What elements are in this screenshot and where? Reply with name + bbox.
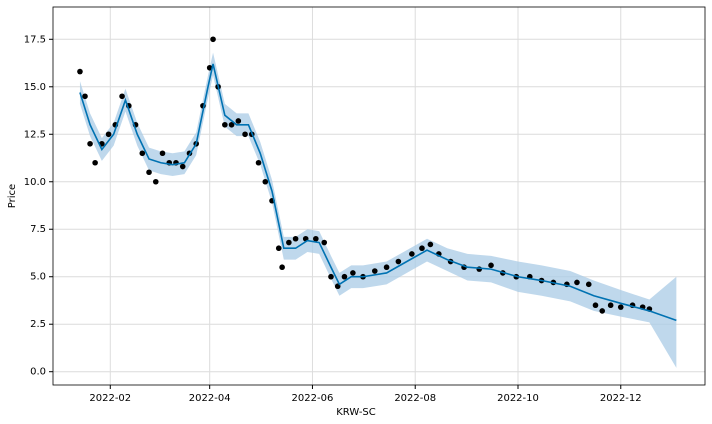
- actual-point: [87, 140, 93, 147]
- actual-point: [105, 131, 112, 138]
- actual-point: [82, 93, 88, 100]
- actual-point: [92, 159, 98, 166]
- actual-point: [419, 245, 425, 252]
- y-tick-label: 15.0: [24, 82, 46, 93]
- actual-point: [139, 150, 146, 157]
- actual-point: [313, 235, 319, 242]
- x-tick-label: 2022-06: [292, 393, 334, 404]
- y-tick-label: 17.5: [24, 34, 46, 45]
- actual-point: [427, 241, 434, 248]
- actual-point: [255, 159, 262, 166]
- y-tick-label: 12.5: [24, 129, 46, 140]
- actual-point: [279, 264, 285, 271]
- y-tick-label: 2.5: [30, 319, 46, 330]
- y-tick-label: 0.0: [30, 367, 46, 378]
- actual-point: [292, 235, 299, 242]
- actual-point: [383, 264, 390, 271]
- x-tick-label: 2022-04: [189, 393, 231, 404]
- plot-area: 0.0 2.5 5.0 7.5 10.0 12.5 15.0 17.5 2022-02 2022-…: [24, 6, 706, 404]
- uncertainty-band: [79, 52, 677, 368]
- actual-point: [275, 245, 282, 252]
- axes-frame: [52, 6, 706, 386]
- actual-point: [395, 258, 402, 265]
- y-tick-label: 10.0: [24, 177, 46, 188]
- actual-point: [350, 270, 356, 276]
- actual-point: [262, 178, 269, 185]
- actual-point: [321, 239, 328, 246]
- actual-point: [77, 68, 83, 75]
- actual-point: [328, 273, 334, 280]
- actual-point: [574, 279, 580, 286]
- actual-point: [242, 131, 248, 138]
- actual-point: [371, 268, 378, 274]
- y-tick-label: 7.5: [30, 224, 46, 235]
- actual-point: [222, 121, 228, 128]
- actual-point: [228, 121, 235, 128]
- actual-point: [409, 251, 415, 257]
- y-tick-label: 5.0: [30, 272, 46, 283]
- x-tick-label: 2022-12: [600, 393, 642, 404]
- y-axis-label: Price: [7, 184, 18, 208]
- actual-point: [488, 262, 494, 269]
- actual-point: [599, 308, 606, 314]
- actual-point: [235, 118, 242, 124]
- x-tick-label: 2022-02: [89, 393, 131, 404]
- actual-point: [341, 273, 348, 280]
- actual-point: [119, 93, 125, 100]
- actual-point: [617, 304, 624, 310]
- actual-point: [210, 36, 216, 43]
- actual-point: [585, 281, 592, 288]
- actual-point: [159, 150, 166, 157]
- actual-point: [152, 178, 159, 185]
- actual-point: [607, 302, 614, 309]
- actual-point: [286, 239, 292, 246]
- actual-point: [592, 302, 599, 309]
- forecast-line: [79, 63, 677, 322]
- x-tick-label: 2022-08: [394, 393, 436, 404]
- actual-point: [179, 163, 186, 170]
- actual-point: [146, 169, 152, 176]
- x-axis-label: KRW-SC: [336, 407, 376, 418]
- x-tick-label: 2022-10: [497, 393, 539, 404]
